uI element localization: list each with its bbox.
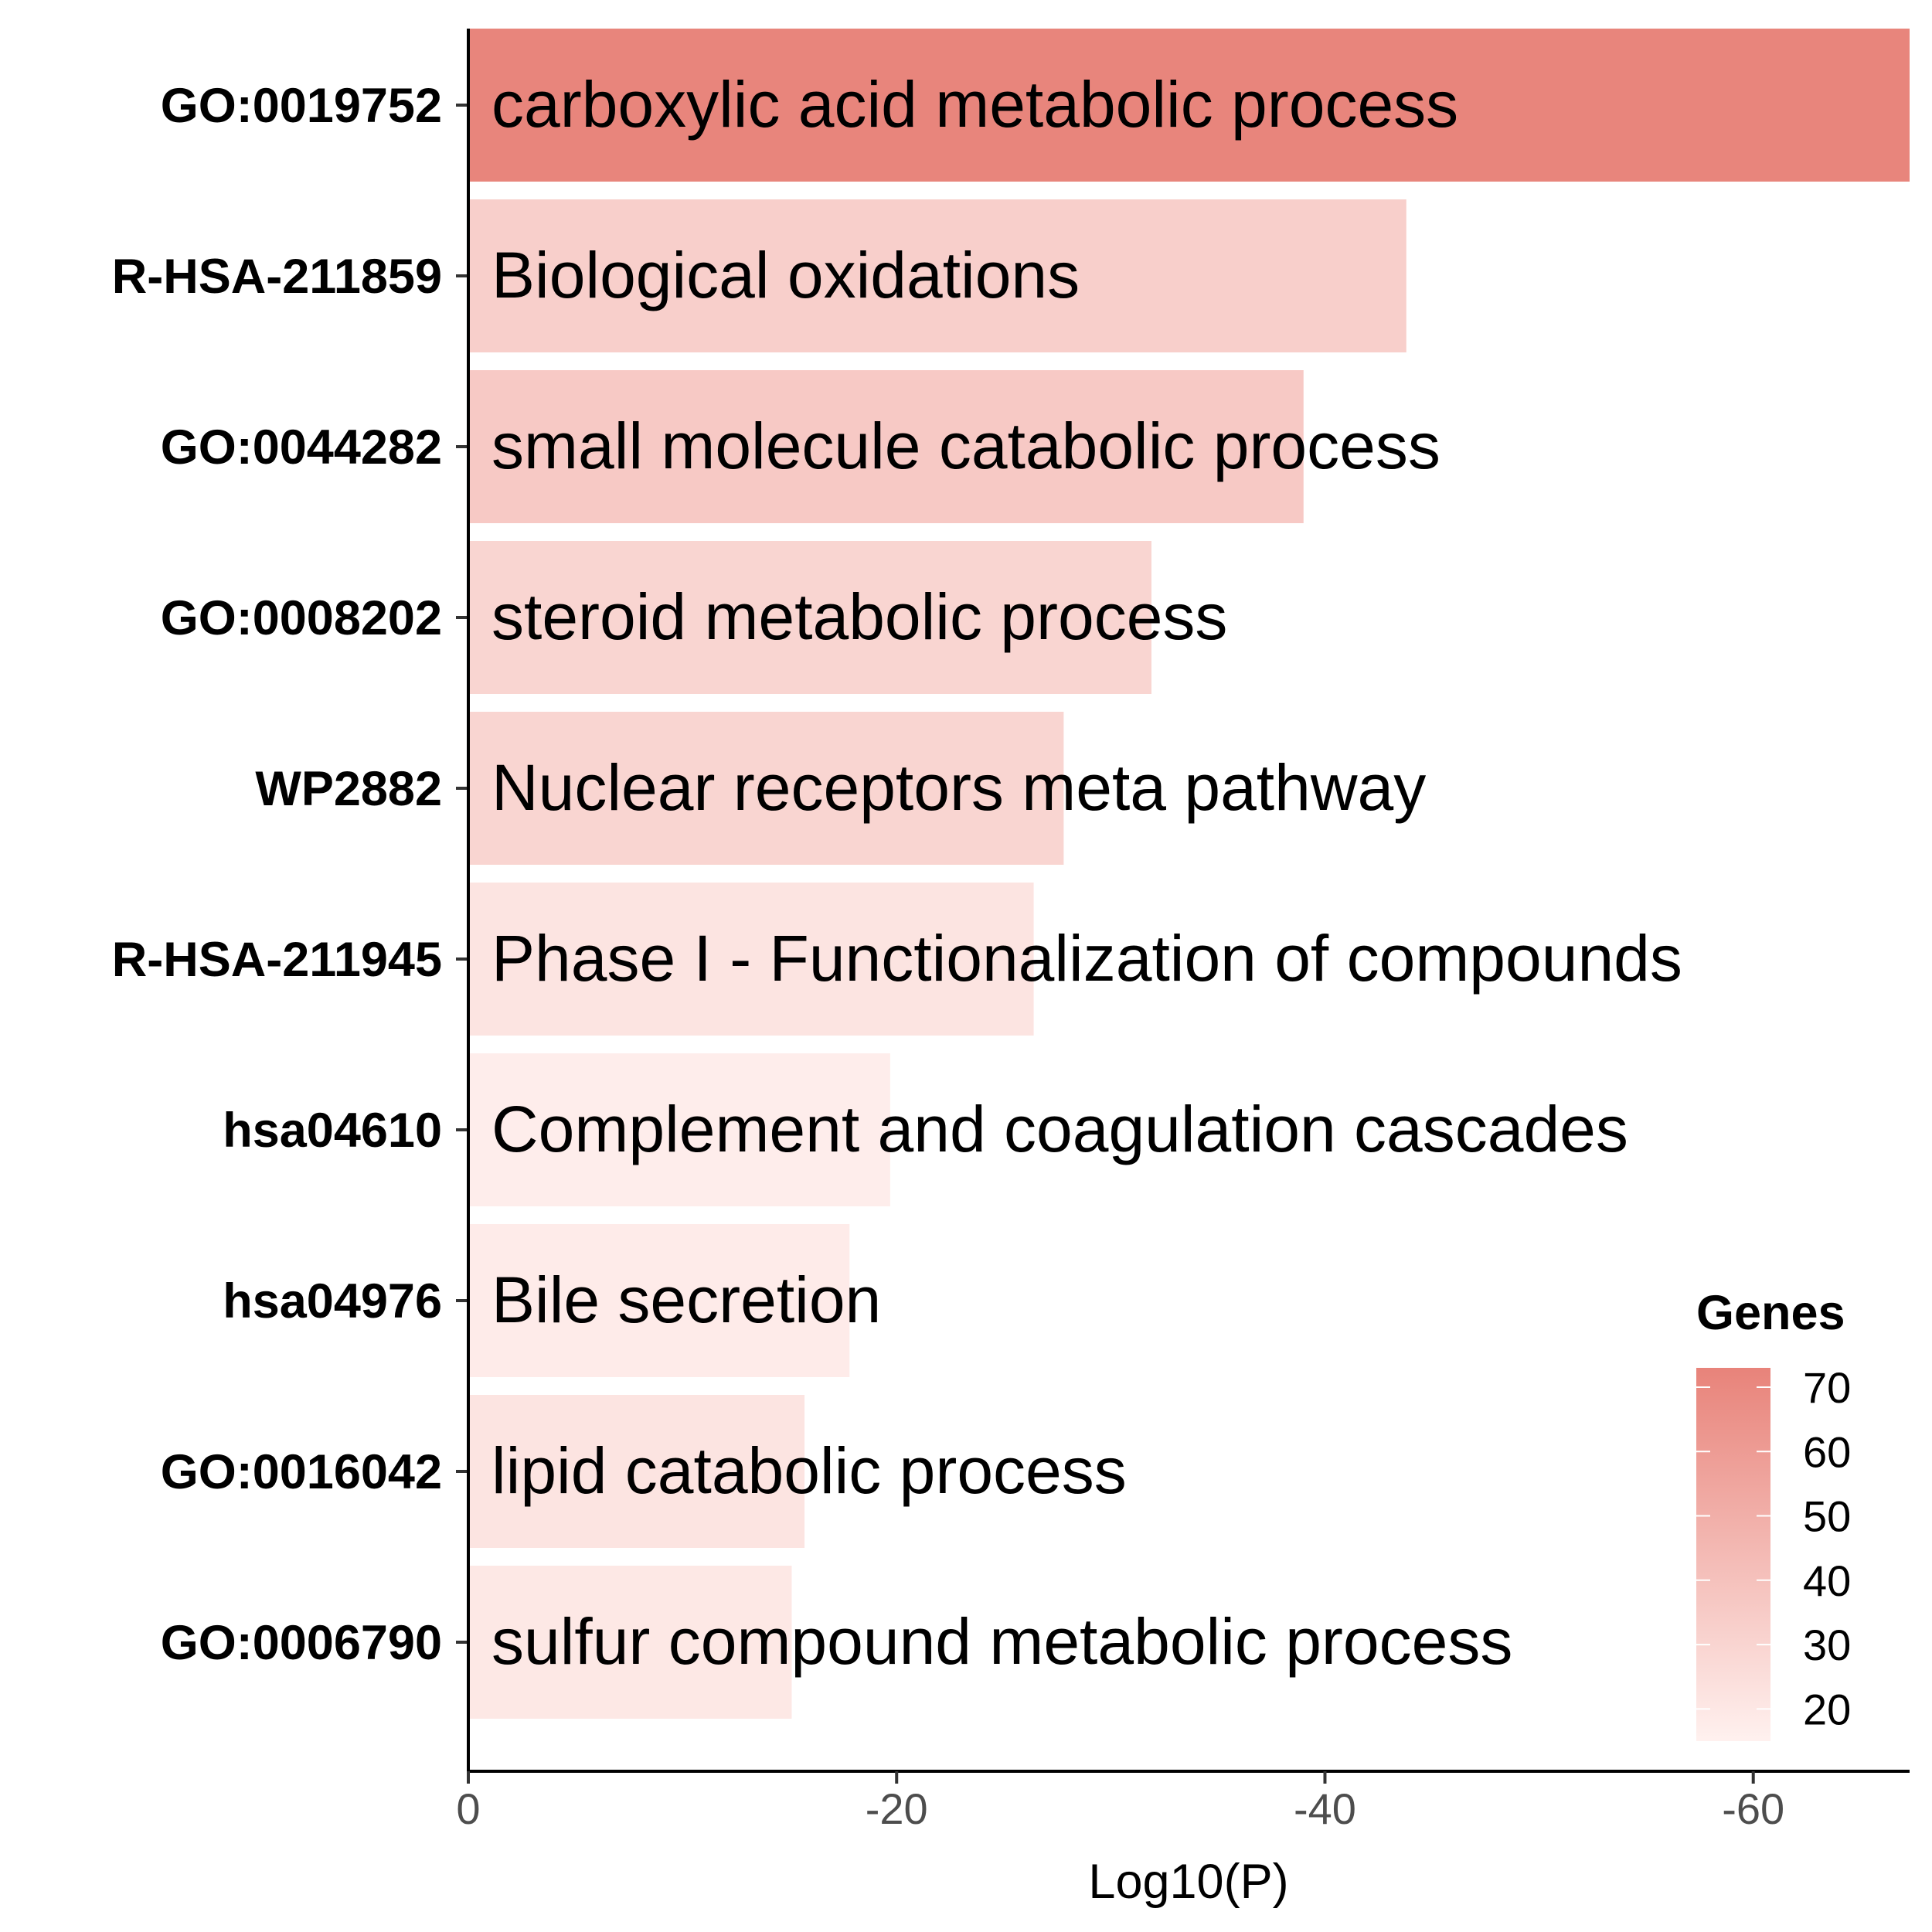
bar-description: lipid catabolic process xyxy=(492,1434,1127,1507)
bar-description: Complement and coagulation cascades xyxy=(492,1093,1628,1165)
x-tick-label: 0 xyxy=(456,1784,480,1833)
bar-hsa04610 xyxy=(468,1053,890,1206)
legend-ticks: 70 60 50 40 30 20 xyxy=(1696,1363,1851,1733)
bar-r-hsa-211859 xyxy=(468,199,1406,352)
bar-go-0008202 xyxy=(468,541,1152,694)
legend-title: Genes xyxy=(1696,1286,1845,1340)
legend-tick-label: 60 xyxy=(1803,1427,1851,1476)
legend-tick-label: 40 xyxy=(1803,1556,1851,1605)
bar-hsa04976 xyxy=(468,1224,850,1377)
y-tick-label: hsa04610 xyxy=(223,1104,442,1158)
bar-description: sulfur compound metabolic process xyxy=(492,1605,1512,1678)
bar-description: steroid metabolic process xyxy=(492,580,1227,653)
bar-r-hsa-211945 xyxy=(468,883,1034,1036)
bar-go-0044282 xyxy=(468,370,1304,523)
bar-go-0006790 xyxy=(468,1566,792,1719)
y-axis: GO:0019752 R-HSA-211859 GO:0044282 GO:00082… xyxy=(112,29,470,1771)
bar-go-0016042 xyxy=(468,1395,805,1548)
y-tick-label: GO:0044282 xyxy=(161,420,442,474)
bar-go-0019752 xyxy=(468,29,1910,182)
legend-tick-label: 20 xyxy=(1803,1685,1851,1733)
legend-tick-label: 30 xyxy=(1803,1621,1851,1669)
bar-description: small molecule catabolic process xyxy=(492,410,1440,482)
x-tick-label: -20 xyxy=(866,1784,928,1833)
x-tick-label: -40 xyxy=(1294,1784,1356,1833)
legend: Genes 70 60 50 40 30 20 xyxy=(1696,1286,1851,1741)
y-tick-label: GO:0006790 xyxy=(161,1616,442,1670)
y-tick-label: R-HSA-211945 xyxy=(112,933,442,987)
y-tick-label: WP2882 xyxy=(255,762,442,816)
legend-tick-label: 50 xyxy=(1803,1492,1851,1541)
legend-colorbar xyxy=(1696,1368,1770,1741)
x-axis-title: Log10(P) xyxy=(1088,1855,1288,1909)
bar-description: carboxylic acid metabolic process xyxy=(492,68,1458,141)
x-tick-label: -60 xyxy=(1722,1784,1784,1833)
bar-description: Phase I - Functionalization of compounds xyxy=(492,922,1682,995)
x-axis: 0 -20 -40 -60 xyxy=(456,1770,1910,1833)
legend-tick-label: 70 xyxy=(1803,1363,1851,1412)
bar-description: Nuclear receptors meta pathway xyxy=(492,751,1426,824)
bars-layer xyxy=(468,29,1910,1719)
y-tick-label: GO:0019752 xyxy=(161,79,442,133)
bar-descriptions-layer: carboxylic acid metabolic process Biologi… xyxy=(492,68,1682,1678)
y-tick-label: GO:0008202 xyxy=(161,591,442,645)
bar-description: Biological oxidations xyxy=(492,239,1080,311)
bar-wp2882 xyxy=(468,712,1064,865)
y-tick-label: hsa04976 xyxy=(223,1274,442,1328)
y-tick-label: R-HSA-211859 xyxy=(112,250,442,304)
bar-description: Bile secretion xyxy=(492,1264,881,1336)
y-tick-label: GO:0016042 xyxy=(161,1445,442,1499)
